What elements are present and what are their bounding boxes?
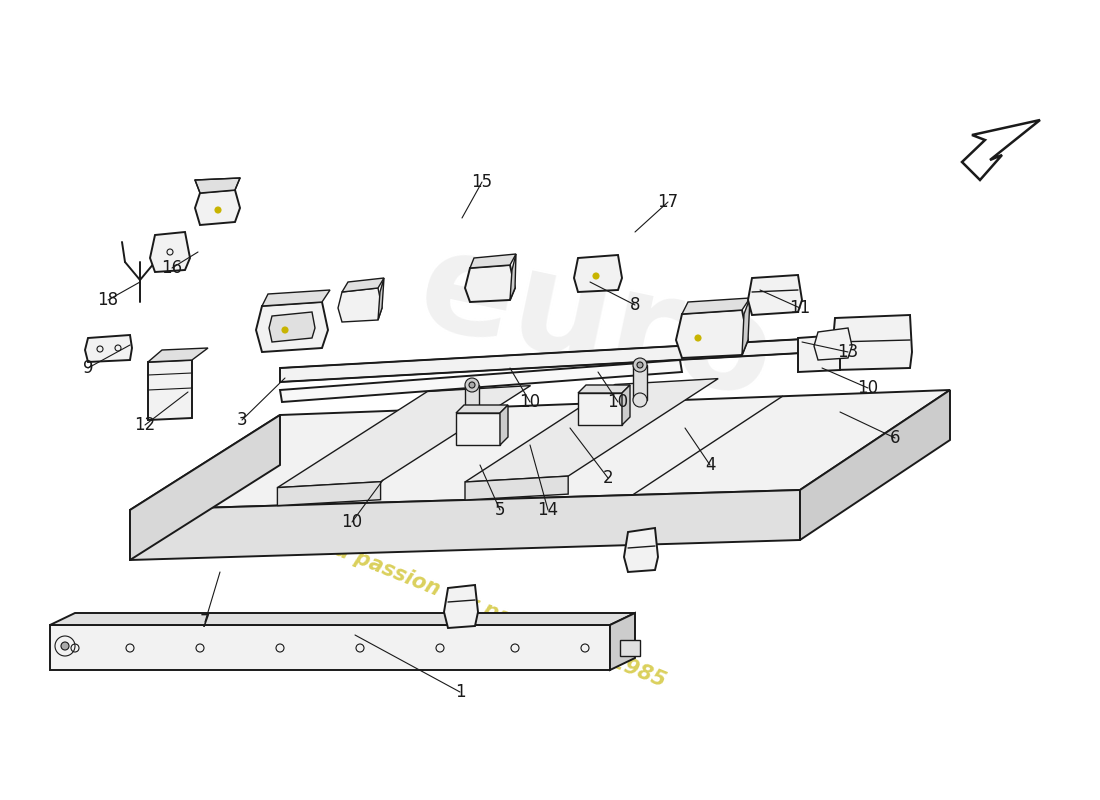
Text: 13: 13 <box>837 343 859 361</box>
Polygon shape <box>277 386 530 488</box>
Text: 10: 10 <box>519 393 540 411</box>
Polygon shape <box>624 528 658 572</box>
Polygon shape <box>378 278 384 320</box>
Polygon shape <box>456 413 501 445</box>
Polygon shape <box>342 278 384 292</box>
Polygon shape <box>798 335 840 372</box>
Polygon shape <box>148 360 192 420</box>
Text: 10: 10 <box>857 379 879 397</box>
Polygon shape <box>610 613 635 670</box>
Polygon shape <box>832 315 912 370</box>
Text: 17: 17 <box>658 193 679 211</box>
Polygon shape <box>621 385 630 425</box>
Text: 3: 3 <box>236 411 248 429</box>
Text: 6: 6 <box>890 429 900 447</box>
Text: 11: 11 <box>790 299 811 317</box>
Polygon shape <box>465 476 569 500</box>
Circle shape <box>282 327 288 333</box>
Polygon shape <box>148 348 208 362</box>
Polygon shape <box>338 288 382 322</box>
Polygon shape <box>50 625 610 670</box>
Polygon shape <box>574 255 622 292</box>
Circle shape <box>593 273 600 279</box>
Polygon shape <box>465 378 718 482</box>
Polygon shape <box>578 385 630 393</box>
Text: 12: 12 <box>134 416 155 434</box>
Polygon shape <box>465 385 478 420</box>
Polygon shape <box>578 393 621 425</box>
Polygon shape <box>742 298 750 355</box>
Polygon shape <box>270 312 315 342</box>
Polygon shape <box>620 640 640 656</box>
Polygon shape <box>500 405 508 445</box>
Text: 10: 10 <box>341 513 363 531</box>
Polygon shape <box>85 335 132 362</box>
Text: 14: 14 <box>538 501 559 519</box>
Polygon shape <box>814 328 852 360</box>
Polygon shape <box>676 310 748 358</box>
Circle shape <box>465 413 478 427</box>
Polygon shape <box>280 360 682 402</box>
Text: 4: 4 <box>705 456 715 474</box>
Circle shape <box>637 362 644 368</box>
Polygon shape <box>465 265 515 302</box>
Polygon shape <box>50 613 635 625</box>
Polygon shape <box>280 338 822 382</box>
Polygon shape <box>800 390 950 540</box>
Text: a passion for parts since 1985: a passion for parts since 1985 <box>332 539 669 690</box>
Text: 5: 5 <box>495 501 505 519</box>
Polygon shape <box>470 254 516 268</box>
Circle shape <box>60 642 69 650</box>
Text: 18: 18 <box>98 291 119 309</box>
Text: 1: 1 <box>454 683 465 701</box>
Polygon shape <box>150 232 190 272</box>
Text: 2: 2 <box>603 469 614 487</box>
Polygon shape <box>130 415 280 560</box>
Polygon shape <box>510 254 516 300</box>
Text: 9: 9 <box>82 359 94 377</box>
Polygon shape <box>130 490 800 560</box>
Polygon shape <box>277 482 381 506</box>
Text: 8: 8 <box>629 296 640 314</box>
Circle shape <box>214 207 221 213</box>
Text: 16: 16 <box>162 259 183 277</box>
Circle shape <box>695 335 701 341</box>
Polygon shape <box>632 365 647 400</box>
Polygon shape <box>682 298 750 314</box>
Text: 7: 7 <box>200 613 210 631</box>
Polygon shape <box>195 178 240 193</box>
Text: 15: 15 <box>472 173 493 191</box>
Polygon shape <box>262 290 330 306</box>
Polygon shape <box>256 302 328 352</box>
Polygon shape <box>195 190 240 225</box>
Polygon shape <box>456 405 508 413</box>
Circle shape <box>465 378 478 392</box>
Polygon shape <box>130 390 950 510</box>
Polygon shape <box>444 585 478 628</box>
Text: 10: 10 <box>607 393 628 411</box>
Circle shape <box>469 382 475 388</box>
Text: euro
rces: euro rces <box>375 221 785 579</box>
Circle shape <box>632 358 647 372</box>
Circle shape <box>632 393 647 407</box>
Polygon shape <box>748 275 802 315</box>
